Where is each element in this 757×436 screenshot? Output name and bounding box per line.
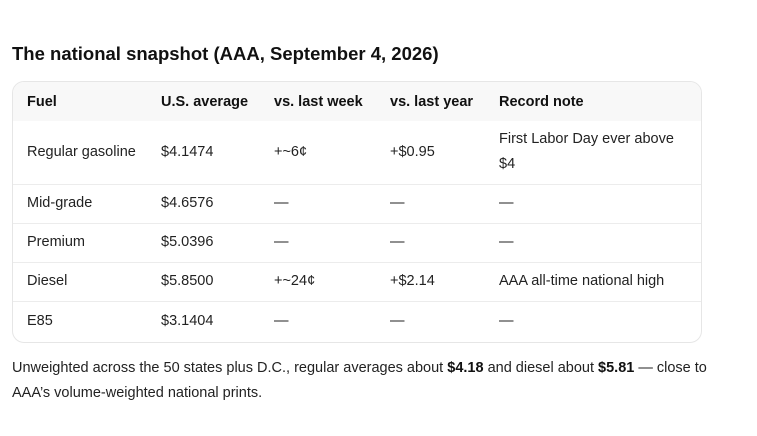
cell-record-note: AAA all-time national high	[499, 273, 665, 289]
cell-vs-last-week: —	[274, 312, 289, 329]
table-row: Diesel $5.8500 +~24¢ +$2.14 AAA all-time…	[13, 262, 701, 301]
cell-record-note: —	[499, 234, 514, 250]
cell-vs-last-week: +~6¢	[274, 143, 308, 160]
cell-us-average: $3.1404	[161, 312, 214, 329]
footnote: Unweighted across the 50 states plus D.C…	[12, 356, 712, 406]
cell-us-average: $4.6576	[161, 195, 214, 211]
cell-vs-last-year: +$0.95	[390, 143, 435, 160]
cell-us-average: $5.8500	[161, 273, 214, 289]
section-heading: The national snapshot (AAA, September 4,…	[12, 43, 439, 64]
cell-fuel: Mid-grade	[27, 195, 93, 211]
table-row: Premium $5.0396 — — —	[13, 223, 701, 262]
cell-vs-last-week: —	[274, 195, 289, 211]
footnote-text-3: — close to AAA’s volume-weighted nationa…	[12, 360, 707, 401]
fuel-price-table-card: Fuel U.S. average vs. last week vs. last…	[12, 81, 702, 343]
footnote-text-1: Unweighted across the 50 states plus D.C…	[12, 360, 448, 376]
cell-record-note: —	[499, 312, 514, 329]
header-vs-last-week: vs. last week	[274, 93, 363, 110]
footnote-regular-value: $4.18	[447, 360, 484, 376]
table-header-row: Fuel U.S. average vs. last week vs. last…	[13, 82, 701, 121]
table-row: Mid-grade $4.6576 — — —	[13, 184, 701, 223]
cell-fuel: Regular gasoline	[27, 143, 136, 160]
cell-fuel: Premium	[27, 234, 86, 250]
header-record-note: Record note	[499, 93, 584, 110]
fuel-price-table: Fuel U.S. average vs. last week vs. last…	[13, 82, 701, 341]
footnote-diesel-value: $5.81	[598, 360, 635, 376]
table-row: Regular gasoline $4.1474 +~6¢ +$0.95 Fir…	[13, 121, 701, 184]
cell-us-average: $4.1474	[161, 143, 214, 160]
cell-vs-last-week: —	[274, 234, 289, 250]
cell-fuel: E85	[27, 312, 53, 329]
cell-vs-last-year: —	[390, 195, 405, 211]
table-header: Fuel U.S. average vs. last week vs. last…	[13, 82, 701, 121]
cell-vs-last-year: —	[390, 234, 405, 250]
table-row: E85 $3.1404 — — —	[13, 301, 701, 341]
cell-us-average: $5.0396	[161, 234, 214, 250]
cell-vs-last-week: +~24¢	[274, 273, 316, 289]
header-fuel: Fuel	[27, 93, 57, 110]
header-vs-last-year: vs. last year	[390, 93, 474, 110]
cell-record-note: First Labor Day ever above $4	[499, 131, 674, 173]
header-us-average: U.S. average	[161, 93, 249, 110]
table-body: Regular gasoline $4.1474 +~6¢ +$0.95 Fir…	[13, 121, 701, 341]
cell-vs-last-year: +$2.14	[390, 273, 435, 289]
footnote-text-2: and diesel about	[483, 360, 599, 376]
cell-record-note: —	[499, 195, 514, 211]
cell-fuel: Diesel	[27, 273, 68, 289]
cell-vs-last-year: —	[390, 312, 405, 329]
